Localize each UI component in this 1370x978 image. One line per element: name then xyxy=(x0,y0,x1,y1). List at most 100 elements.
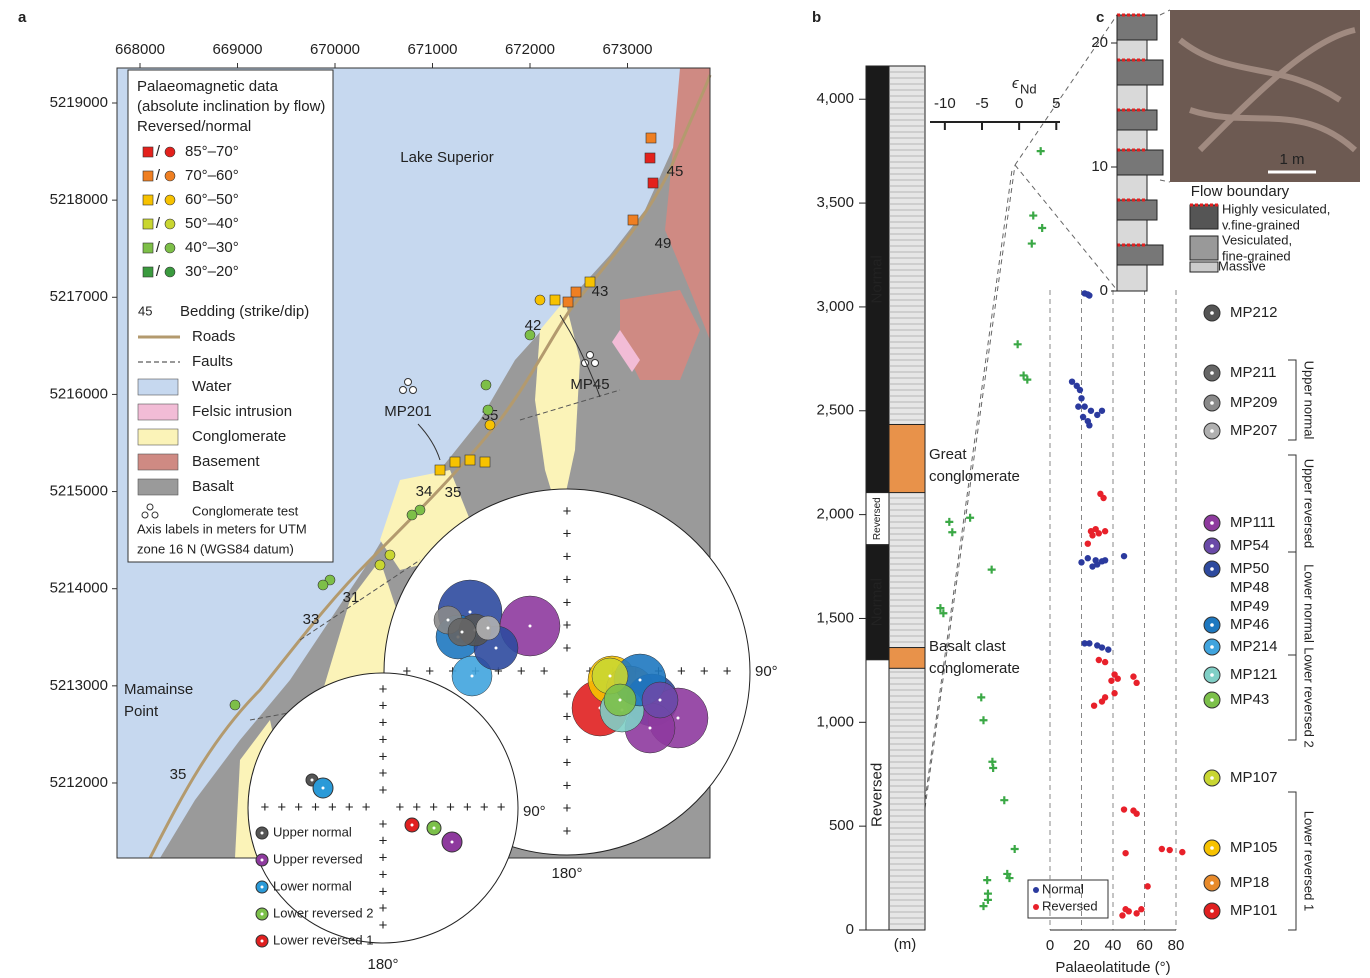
x-tick-label: 5 xyxy=(1052,95,1060,112)
y-tick-label: 5215000 xyxy=(50,483,108,500)
stereonet-cross: + xyxy=(563,777,572,794)
stereonet-dot xyxy=(471,675,474,678)
y-tick-label: 5218000 xyxy=(50,191,108,208)
latitude-point xyxy=(1075,403,1081,409)
latitude-point xyxy=(1096,657,1102,663)
stereonet-label: 180° xyxy=(367,956,398,973)
test-site-symbol xyxy=(410,387,417,394)
stereonet-cross: + xyxy=(412,799,421,816)
y-tick-label: 0 xyxy=(846,921,854,938)
polarity-label: Normal xyxy=(868,578,885,626)
stereonet-cross: + xyxy=(480,799,489,816)
polarity-label: Reversed xyxy=(868,763,885,827)
stereonet-dot xyxy=(322,787,325,790)
group-bracket xyxy=(1288,455,1296,552)
site-dot xyxy=(1210,698,1214,702)
stereonet-cross: + xyxy=(563,754,572,771)
end-point xyxy=(945,518,953,526)
end-point xyxy=(1000,796,1008,804)
latitude-point xyxy=(1100,495,1106,501)
site-dot xyxy=(1210,623,1214,627)
site-label: MP18 xyxy=(1230,874,1269,891)
y-tick-label: 2,500 xyxy=(816,402,854,419)
stereonet-cross: + xyxy=(563,594,572,611)
site-dot xyxy=(1210,521,1214,525)
latitude-point xyxy=(1144,883,1150,889)
site-dot xyxy=(1210,371,1214,375)
latitude-point xyxy=(1102,557,1108,563)
legend-swatch xyxy=(165,243,175,253)
site-dot xyxy=(1210,776,1214,780)
site-dot xyxy=(1210,881,1214,885)
site-dot xyxy=(1210,401,1214,405)
stereonet-cross: + xyxy=(379,917,388,934)
latitude-point xyxy=(1133,810,1139,816)
latitude-point xyxy=(1167,847,1173,853)
group-label: Upper reversed xyxy=(1302,459,1317,549)
site-label: MP214 xyxy=(1230,638,1278,655)
stereonet-dot xyxy=(487,627,490,630)
latitude-point xyxy=(1122,850,1128,856)
latitude-point xyxy=(1096,530,1102,536)
latitude-point xyxy=(1159,846,1165,852)
latitude-point xyxy=(1102,528,1108,534)
legend-label: Lower reversed 2 xyxy=(273,905,373,920)
legend-label: Basalt xyxy=(192,478,235,495)
site-label: MP212 xyxy=(1230,304,1278,321)
group-label: Lower normal xyxy=(1302,564,1317,643)
stereonet-cross: + xyxy=(379,816,388,833)
legend-label: Upper reversed xyxy=(273,851,363,866)
facies-label: Massive xyxy=(1218,258,1266,273)
map-site-symbol xyxy=(450,457,460,467)
latitude-point xyxy=(1078,559,1084,565)
stereonet-cross: + xyxy=(723,663,732,680)
stereonet-cross: + xyxy=(260,799,269,816)
end-point xyxy=(984,896,992,904)
y-tick-label: 20 xyxy=(1091,34,1108,51)
map-site-symbol xyxy=(483,405,493,415)
stereonet-cross: + xyxy=(328,799,337,816)
legend-swatch xyxy=(143,147,153,157)
group-label: Lower reversed 1 xyxy=(1302,811,1317,911)
polarity-label: Reversed xyxy=(872,497,883,540)
facies-swatch xyxy=(1190,262,1218,272)
legend-label: 50°–40° xyxy=(185,215,239,232)
conglomerate-label: Great xyxy=(929,446,967,463)
legend-label: Lower normal xyxy=(273,878,352,893)
map-site-symbol xyxy=(480,457,490,467)
stereonet-cross: + xyxy=(429,799,438,816)
stereonet-cross: + xyxy=(425,663,434,680)
stereonet-dot xyxy=(495,647,498,650)
bedding-label: 34 xyxy=(416,483,433,500)
stereonet-dot xyxy=(649,727,652,730)
stereonet-cross: + xyxy=(563,571,572,588)
legend-label: Bedding (strike/dip) xyxy=(180,303,309,320)
end-point xyxy=(1014,340,1022,348)
map-site-symbol xyxy=(535,295,545,305)
end-point xyxy=(1038,224,1046,232)
site-label: MP107 xyxy=(1230,769,1278,786)
legend-bedding: 45 xyxy=(138,303,152,318)
legend-swatch xyxy=(143,195,153,205)
stereonet-cross: + xyxy=(362,799,371,816)
stereonet-dot xyxy=(677,717,680,720)
axis-label: Nd xyxy=(1020,81,1037,96)
legend-title: Reversed/normal xyxy=(137,118,251,135)
facies-label: Highly vesiculated, xyxy=(1222,201,1330,216)
site-label: MP43 xyxy=(1230,691,1269,708)
group-label: Lower reversed 2 xyxy=(1302,647,1317,747)
legend-dot xyxy=(261,832,264,835)
site-label: MP201 xyxy=(384,403,432,420)
latitude-point xyxy=(1099,408,1105,414)
stereonet-cross: + xyxy=(497,799,506,816)
stereonet-cross: + xyxy=(277,799,286,816)
x-tick-label: 0 xyxy=(1015,95,1023,112)
facies-label: Vesiculated, xyxy=(1222,232,1292,247)
latitude-point xyxy=(1091,702,1097,708)
legend-label: Roads xyxy=(192,328,235,345)
site-label: MP111 xyxy=(1230,514,1275,531)
conglomerate-bed xyxy=(889,424,925,492)
site-dot xyxy=(1210,673,1214,677)
latitude-point xyxy=(1133,680,1139,686)
legend-label: Basement xyxy=(192,453,260,470)
